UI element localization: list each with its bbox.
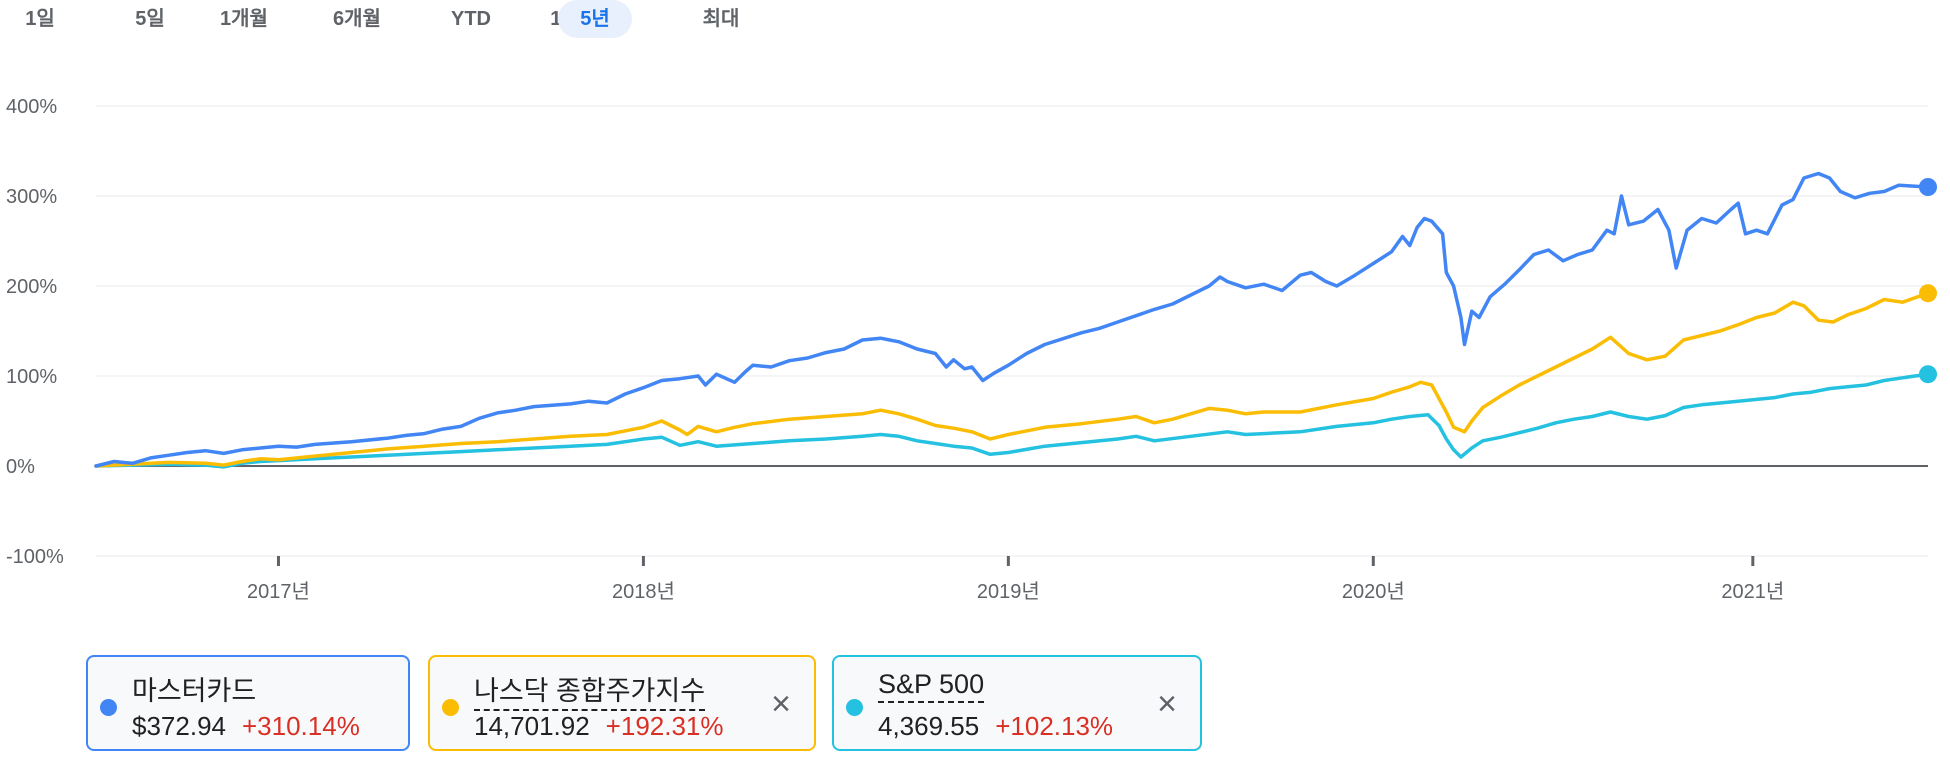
- tab-5-year[interactable]: 5년: [558, 0, 632, 38]
- series-end-dot-sp500: [1919, 365, 1937, 384]
- tab-max[interactable]: 최대: [702, 8, 740, 30]
- series-line-mastercard: [94, 171, 1930, 468]
- legend-change: +310.14%: [241, 711, 360, 741]
- performance-chart: -100% 0% 100% 200% 300% 400% 2017년 2018년 2019년 20…: [6, 96, 1937, 600]
- tab-5-day[interactable]: 5일: [135, 8, 165, 30]
- x-tick-label: 2019년: [977, 580, 1040, 600]
- legend-price-line: 4,369.55 +102.13%: [878, 711, 1113, 742]
- series-end-dot-nasdaq: [1919, 284, 1937, 303]
- legend-price: $372.94: [132, 711, 226, 741]
- legend-change: +192.31%: [605, 711, 724, 741]
- series-color-dot: [846, 699, 863, 716]
- series-color-dot: [100, 699, 117, 716]
- time-range-tabs: 1일5일1개월6개월YTD1년5년최대: [0, 0, 900, 40]
- series-line-sp500: [94, 372, 1930, 469]
- y-tick-label: 0%: [6, 456, 35, 478]
- x-tick-label: 2017년: [247, 580, 310, 600]
- y-tick-label: 300%: [6, 186, 57, 208]
- tab-1-month[interactable]: 1개월: [220, 8, 268, 30]
- series-color-dot: [442, 699, 459, 716]
- legend-price: 14,701.92: [474, 711, 590, 741]
- x-tick-label: 2020년: [1342, 580, 1405, 600]
- y-tick-label: 100%: [6, 366, 57, 388]
- y-tick-label: -100%: [6, 546, 64, 568]
- y-tick-label: 200%: [6, 276, 57, 298]
- tab-1-day[interactable]: 1일: [25, 8, 55, 30]
- x-tick-label: 2021년: [1721, 580, 1784, 600]
- legend-series-name[interactable]: 나스닥 종합주가지수: [474, 669, 706, 711]
- legend-price-line: 14,701.92 +192.31%: [474, 711, 724, 742]
- series-line-nasdaq: [94, 291, 1930, 468]
- legend-mastercard[interactable]: 마스터카드 $372.94 +310.14%: [86, 655, 410, 751]
- legend-series-name: 마스터카드: [132, 676, 257, 706]
- legend-series-name[interactable]: S&P 500: [878, 669, 985, 703]
- y-tick-label: 400%: [6, 96, 57, 118]
- close-icon[interactable]: ×: [771, 685, 791, 723]
- legend-nasdaq[interactable]: 나스닥 종합주가지수 14,701.92 +192.31% ×: [428, 655, 816, 751]
- x-tick-label: 2018년: [612, 580, 675, 600]
- legend-price-line: $372.94 +310.14%: [132, 711, 360, 742]
- legend-sp500[interactable]: S&P 500 4,369.55 +102.13% ×: [832, 655, 1202, 751]
- close-icon[interactable]: ×: [1157, 685, 1177, 723]
- legend-change: +102.13%: [995, 711, 1114, 741]
- series-end-dot-mastercard: [1919, 178, 1937, 196]
- legend-price: 4,369.55: [878, 711, 980, 741]
- tab-6-month[interactable]: 6개월: [333, 8, 381, 30]
- tab-ytd[interactable]: YTD: [451, 8, 491, 30]
